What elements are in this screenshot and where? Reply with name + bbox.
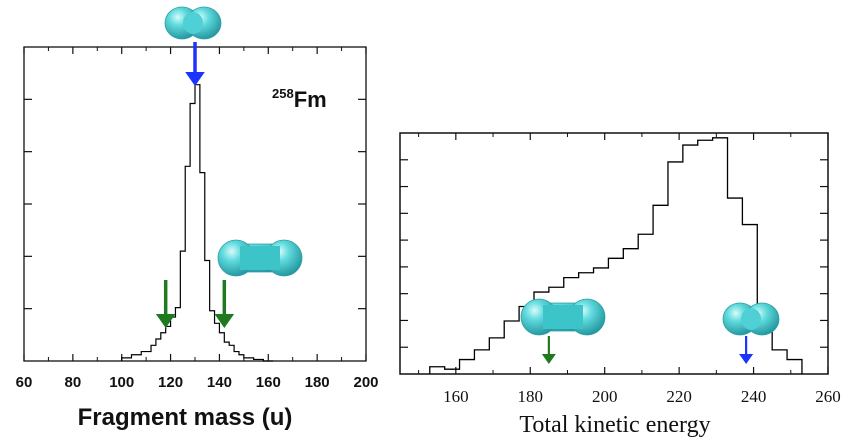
compact-nucleus-icon — [164, 6, 222, 40]
elongated-nucleus-icon — [520, 298, 606, 336]
nucleus-mass-number: 258 — [272, 86, 294, 101]
x-tick-label: 160 — [443, 387, 469, 406]
x-tick-label: 60 — [16, 374, 33, 391]
x-tick-label: 100 — [109, 374, 134, 391]
fission-arrow — [155, 280, 176, 328]
left-x-ticks: 60 80 100 120 140 160 180 200 — [16, 47, 379, 391]
x-tick-label: 180 — [518, 387, 544, 406]
x-tick-label: 260 — [815, 387, 841, 406]
nucleus-element: Fm — [294, 87, 327, 112]
fission-arrow — [541, 336, 556, 364]
right-plot-frame — [399, 132, 829, 375]
right-arrows — [520, 298, 780, 364]
right-chart: 160 180 200 220 240 260 Total kinetic energy — [399, 132, 841, 438]
x-tick-label: 140 — [207, 374, 232, 391]
left-histogram-line — [121, 84, 274, 362]
right-y-ticks — [400, 159, 828, 348]
arrow-head — [155, 314, 176, 328]
x-tick-label: 200 — [353, 374, 378, 391]
x-tick-label: 80 — [65, 374, 82, 391]
x-tick-label: 220 — [666, 387, 692, 406]
x-tick-label: 120 — [158, 374, 183, 391]
right-x-ticks: 160 180 200 220 240 260 — [418, 133, 841, 406]
arrow-head — [739, 354, 754, 364]
left-arrows — [155, 6, 303, 328]
fission-arrow — [214, 280, 235, 328]
left-chart: 60 80 100 120 140 160 180 200 258Fm Fragment ma… — [16, 6, 379, 431]
x-tick-label: 160 — [256, 374, 281, 391]
right-x-axis-title: Total kinetic energy — [519, 412, 710, 438]
arrow-head — [541, 354, 556, 364]
elongated-nucleus-icon — [217, 239, 303, 277]
x-tick-label: 240 — [741, 387, 767, 406]
right-histogram-line — [429, 137, 803, 374]
left-x-axis-title: Fragment mass (u) — [78, 404, 293, 431]
fission-arrow — [185, 42, 205, 86]
arrow-head — [214, 314, 235, 328]
x-tick-label: 180 — [305, 374, 330, 391]
arrow-head — [185, 72, 205, 86]
x-tick-label: 200 — [592, 387, 618, 406]
fission-arrow — [739, 336, 754, 364]
compact-nucleus-icon — [722, 302, 780, 336]
left-y-ticks — [24, 98, 366, 310]
left-nucleus-label: 258Fm — [272, 86, 327, 112]
